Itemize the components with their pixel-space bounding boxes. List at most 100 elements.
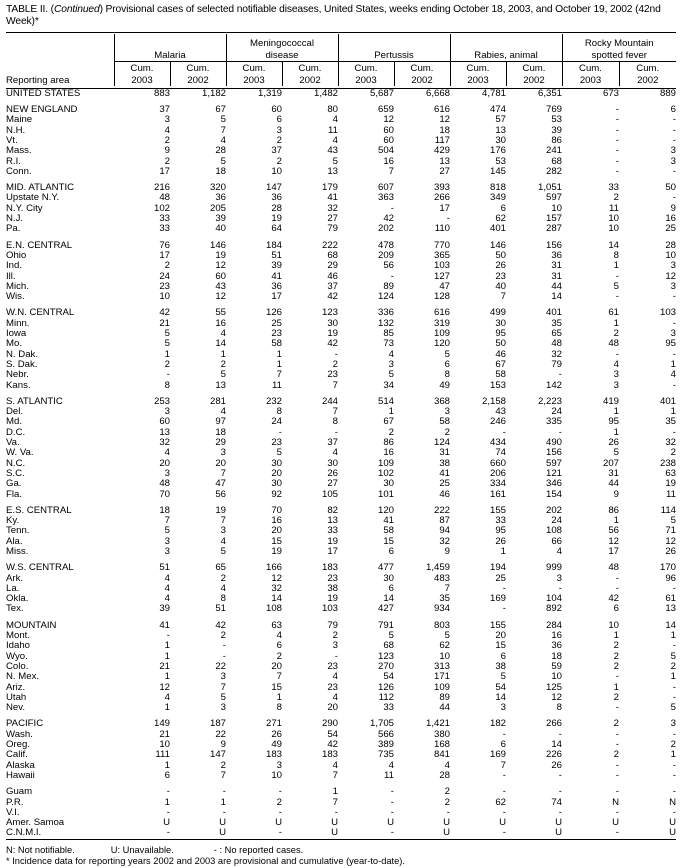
row-value: 149 [153, 718, 170, 730]
row-value: - [615, 702, 619, 714]
row-value: 6 [500, 650, 506, 662]
row-area-label: W.N. CENTRAL [6, 307, 75, 319]
row-value: 123 [321, 307, 338, 319]
row-value: 11 [609, 202, 619, 214]
row-value: 62 [495, 796, 506, 808]
row-value: 246 [489, 416, 506, 428]
row-value: - [615, 135, 619, 146]
row-value: 3 [220, 671, 226, 683]
row-value: 12 [215, 291, 226, 303]
row-value: 32 [665, 437, 676, 449]
row-value: 4 [332, 671, 338, 683]
row-area-label: Utah [6, 691, 27, 703]
row-value: 4 [444, 759, 450, 771]
row-value: 791 [377, 619, 394, 631]
row-value: 2 [613, 192, 619, 204]
row-value: - [615, 104, 619, 116]
row-value: 2 [613, 718, 619, 730]
row-value: 4 [332, 759, 338, 771]
row-value: - [672, 426, 676, 438]
row-value: 427 [377, 603, 394, 615]
row-value: 12 [665, 270, 676, 282]
row-area-label: Pa. [6, 223, 21, 235]
row-value: 53 [495, 155, 506, 167]
row-value: 27 [327, 213, 338, 225]
row-value: 176 [489, 145, 506, 157]
row-value: 39 [215, 213, 226, 225]
row-value: 79 [327, 619, 338, 631]
row-value: - [615, 114, 619, 126]
row-value: 287 [545, 223, 562, 235]
row-value: 187 [209, 718, 226, 730]
row-value: 71 [665, 525, 676, 537]
row-value: 8 [276, 406, 282, 418]
row-value: 65 [215, 562, 226, 574]
row-value: - [334, 806, 338, 818]
row-value: 36 [551, 249, 562, 261]
row-value: 53 [551, 114, 562, 126]
row-value: 883 [153, 87, 170, 99]
row-value: 4 [220, 582, 226, 594]
row-value: 4 [164, 124, 170, 136]
row-value: - [278, 806, 282, 818]
row-value: 8 [220, 593, 226, 605]
table-row: Oreg. 10 9 49 42 389 168 6 14 - 2 [6, 739, 676, 751]
row-value: 281 [209, 395, 226, 407]
row-value: 51 [215, 603, 226, 615]
title-continued: Continued [53, 4, 100, 15]
row-value: - [166, 786, 170, 798]
table-row: MOUNTAIN 41 42 63 79 791 803 155 284 10 14 [6, 619, 676, 631]
row-value: 74 [551, 796, 562, 808]
row-value: - [390, 202, 394, 214]
row-value: 13 [439, 155, 450, 167]
row-value: 95 [665, 338, 676, 350]
row-value: 48 [551, 338, 562, 350]
row-value: 241 [545, 145, 562, 157]
row-value: 23 [327, 660, 338, 672]
row-value: 68 [327, 249, 338, 261]
row-value: 36 [215, 192, 226, 204]
row-area-label: Maine [6, 114, 33, 126]
row-value: 5 [388, 630, 394, 642]
row-value: 15 [271, 535, 282, 547]
row-value: - [615, 728, 619, 740]
row-area-label: Wyo. [6, 650, 28, 662]
header-subcolumn-row: Reporting area Cum. 2003 Cum. 2002 Cum. 200… [6, 61, 676, 86]
row-value: - [672, 786, 676, 798]
row-value: 5 [220, 369, 226, 381]
row-value: 23 [327, 572, 338, 584]
row-value: 39 [551, 124, 562, 136]
row-value: 319 [433, 317, 450, 329]
table-row: P.R. 1 1 2 7 - 2 62 74 N N [6, 796, 676, 808]
table-row: Tex. 39 51 108 103 427 934 - 892 6 13 [6, 603, 676, 615]
row-value: 117 [434, 135, 450, 146]
subheader-rabies-2003: Cum. 2003 [449, 61, 506, 86]
row-value: 103 [659, 307, 676, 319]
row-value: - [672, 691, 676, 703]
row-value: 36 [271, 280, 282, 292]
row-value: - [502, 582, 506, 594]
row-value: 1 [613, 426, 619, 438]
row-value: 23 [271, 328, 282, 340]
subheader-rabies-2002: Cum. 2002 [505, 61, 562, 86]
table-row: Tenn. 5 3 20 33 58 94 95 108 56 71 [6, 525, 676, 537]
row-value: 60 [215, 270, 226, 282]
row-value: 10 [159, 739, 170, 751]
row-area-label: Vt. [6, 135, 18, 146]
row-value: 3 [332, 640, 338, 652]
row-value: 26 [665, 545, 676, 557]
row-value: 25 [271, 317, 282, 329]
row-value: 126 [265, 307, 282, 319]
row-value: 6 [164, 769, 170, 781]
row-value: 266 [433, 192, 450, 204]
row-value: 10 [159, 291, 170, 303]
row-area-label: W. Va. [6, 447, 34, 459]
row-value: 28 [439, 769, 450, 781]
row-value: 8 [164, 379, 170, 391]
row-value: 41 [383, 515, 394, 527]
row-area-label: MOUNTAIN [6, 619, 57, 631]
row-value: 33 [327, 525, 338, 537]
row-value: - [390, 796, 394, 808]
row-area-label: S. ATLANTIC [6, 395, 63, 407]
row-value: 36 [551, 640, 562, 652]
